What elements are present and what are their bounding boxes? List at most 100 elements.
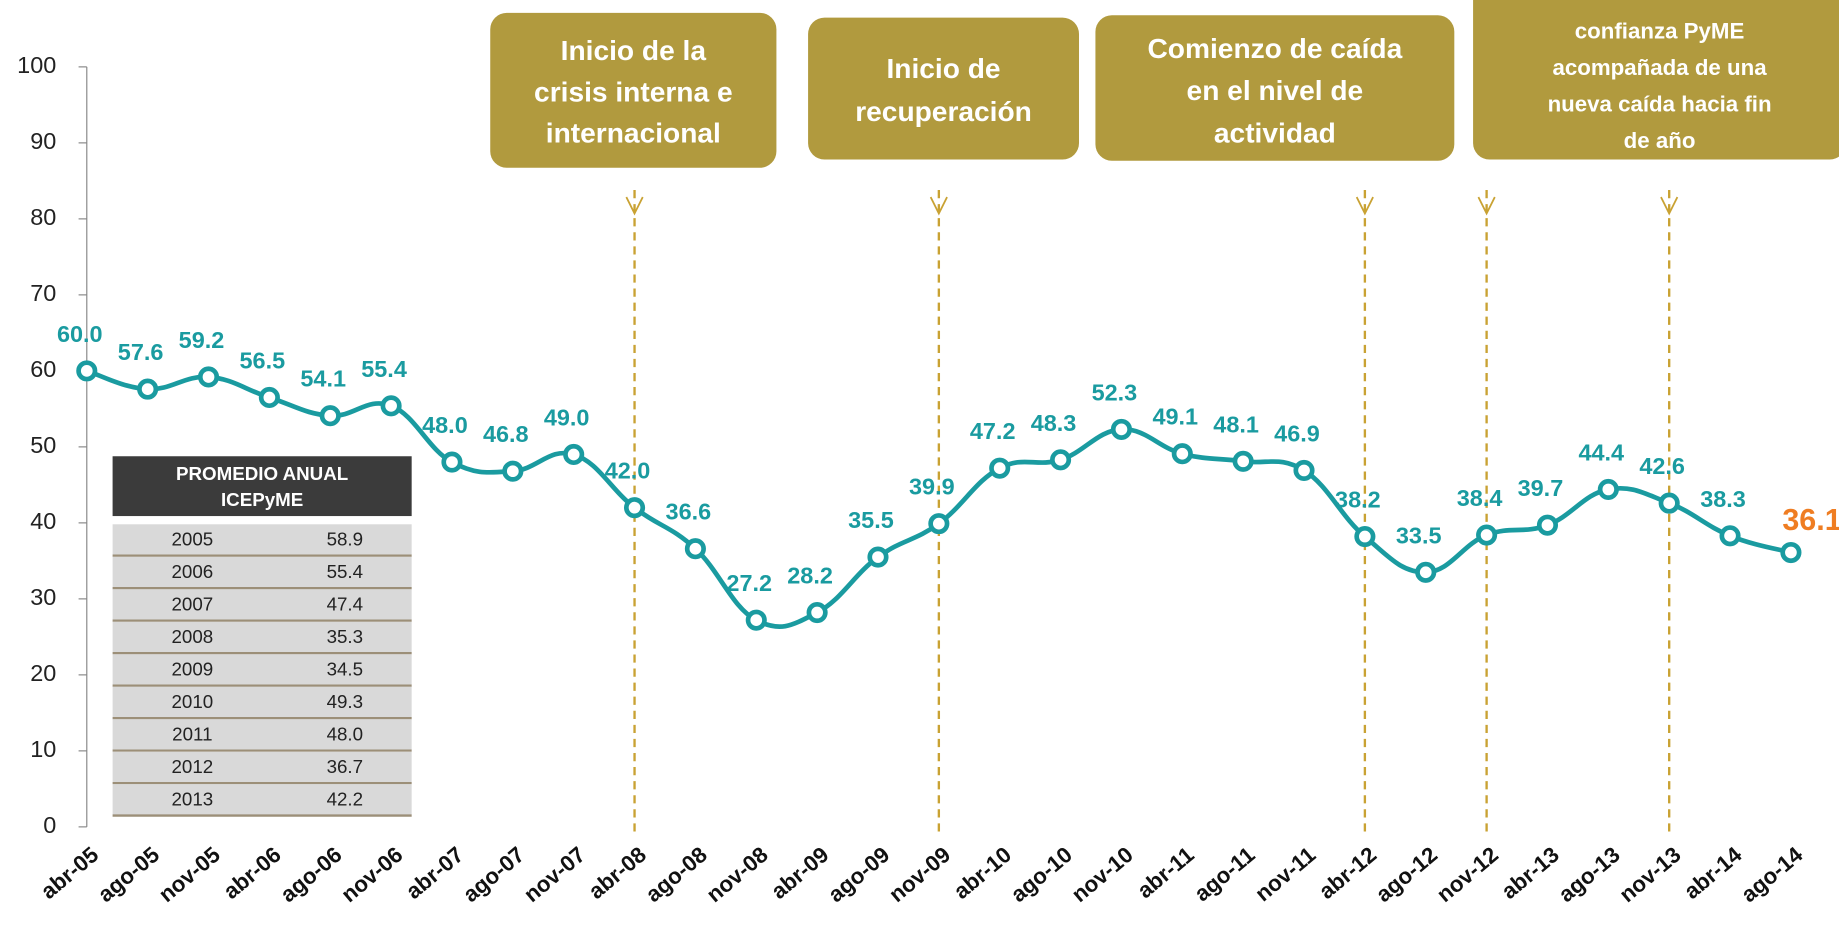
x-tick-label: ago-11 [1189,842,1259,906]
table-value: 34.5 [327,659,363,680]
x-tick-label: nov-11 [1250,842,1320,906]
annotation-text: crisis interna e [534,76,733,107]
value-label: 33.5 [1396,522,1442,548]
value-label: 28.2 [787,563,833,589]
x-tick-label: nov-09 [884,842,955,907]
y-tick-label: 100 [17,52,56,78]
x-tick-label: abr-09 [766,842,833,904]
table-year: 2010 [171,691,213,712]
x-tick-label: nov-13 [1615,842,1686,907]
table-year: 2007 [171,594,213,615]
event-arrow [929,196,948,216]
data-point [928,513,950,535]
table-year: 2013 [171,789,213,810]
table-title: ICEPyME [221,489,303,510]
data-point [684,538,706,560]
table-row [112,686,412,718]
annotation-box [490,12,777,168]
value-label: 42.0 [605,458,651,484]
value-label: 39.7 [1518,475,1564,501]
annotation-text: nueva caída hacia fin [1548,91,1772,116]
x-tick-label: nov-07 [519,842,590,907]
table-row [112,751,412,783]
y-tick-label: 70 [30,280,56,306]
value-label: 27.2 [726,570,772,596]
table-year: 2008 [171,626,213,647]
annotation-text: de año [1624,128,1696,153]
data-point [1110,418,1132,440]
annotation-text: actividad [1214,117,1336,148]
value-label: 55.4 [361,356,407,382]
x-tick-label: abr-08 [584,842,651,904]
data-point [1536,514,1559,536]
value-label: 46.8 [483,421,529,447]
value-label: 46.9 [1274,420,1320,446]
data-point [1780,541,1802,564]
data-point [441,451,463,473]
value-label: 38.2 [1335,487,1381,513]
value-label: 38.4 [1457,485,1503,511]
x-tick-label: ago-07 [458,842,529,907]
y-tick-label: 0 [43,812,56,838]
data-point [1658,492,1680,514]
table-year: 2006 [171,561,213,582]
x-tick-label: ago-09 [823,842,894,907]
value-label: 39.9 [909,474,955,500]
x-tick-label: nov-10 [1067,842,1138,907]
x-tick-label: ago-08 [641,842,712,907]
annotation-text: en el nivel de [1187,75,1364,106]
table-value: 42.2 [327,789,363,810]
x-tick-label: ago-06 [276,842,347,907]
x-tick-label: abr-13 [1497,842,1564,904]
y-tick-label: 90 [30,128,56,154]
value-label: 57.6 [118,339,164,365]
data-point [319,405,341,427]
value-label: 60.0 [57,321,103,347]
annotation-box [1095,15,1455,161]
y-tick-label: 20 [30,660,56,686]
data-point [76,360,98,382]
annotation-text: acompañada de una [1553,55,1768,80]
event-arrow [1355,196,1374,216]
x-tick-label: nov-06 [336,842,407,907]
data-point [867,546,889,568]
value-label: 52.3 [1092,379,1138,405]
table-value: 58.9 [327,529,363,550]
value-label: 35.5 [848,507,894,533]
data-point [1354,525,1376,548]
value-label: 42.6 [1639,453,1685,479]
value-label: 38.3 [1700,486,1746,512]
y-tick-label: 10 [30,736,56,762]
y-tick-label: 60 [30,356,56,382]
x-tick-label: nov-05 [154,842,225,907]
value-label: 44.4 [1578,439,1624,465]
table-row [112,784,412,815]
annotation-text: Inicio de [886,53,1000,84]
x-tick-label: nov-08 [702,842,773,907]
x-tick-label: ago-14 [1736,841,1808,907]
table-value: 36.7 [327,756,363,777]
table-row [112,524,412,555]
data-point [1050,449,1072,471]
y-tick-label: 40 [30,508,56,534]
value-label: 56.5 [240,347,286,373]
table-row [112,654,412,685]
x-tick-label: nov-12 [1432,842,1503,907]
x-tick-label: abr-06 [218,842,285,904]
value-label: 48.0 [422,412,468,438]
x-tick-label: ago-13 [1554,842,1625,907]
table-value: 35.3 [327,626,363,647]
x-tick-label: abr-11 [1132,842,1198,903]
data-point [380,395,402,417]
table-year: 2012 [171,756,213,777]
data-point [1719,525,1741,547]
table-row [112,621,412,653]
value-label: 49.0 [544,404,590,430]
annotation-box [808,17,1080,160]
data-point [1171,443,1193,465]
data-point [1293,459,1315,481]
table-header [112,456,412,517]
data-point [502,460,524,482]
x-tick-label: ago-12 [1371,842,1442,907]
